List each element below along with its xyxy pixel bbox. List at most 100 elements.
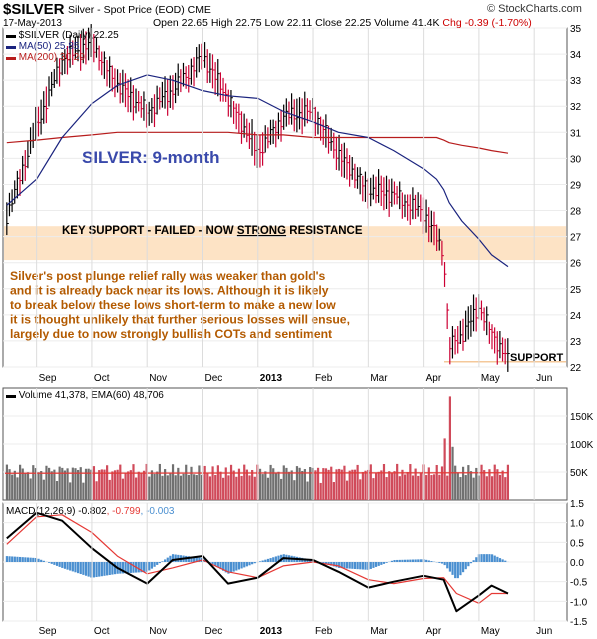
volume-bar	[504, 477, 507, 500]
volume-bar	[240, 475, 243, 500]
volume-bar	[356, 464, 359, 500]
volume-bar	[153, 473, 156, 500]
volume-bar	[411, 475, 415, 500]
volume-bar	[232, 470, 235, 500]
macd-histogram-bar	[430, 561, 433, 562]
volume-bar	[243, 464, 246, 500]
macd-histogram-bar	[385, 562, 388, 563]
price-tick-label: 28	[570, 207, 582, 218]
macd-histogram-bar	[48, 562, 51, 563]
volume-bar	[8, 469, 11, 500]
macd-histogram-bar	[261, 560, 264, 562]
silver-title-annotation: SILVER: 9-month	[82, 148, 220, 167]
volume-bar	[290, 470, 293, 500]
volume-bar	[150, 470, 154, 500]
volume-bar	[227, 475, 230, 500]
change-value: Chg -0.39 (-1.70%)	[442, 17, 532, 29]
macd-histogram-bar	[456, 562, 459, 579]
macd-histogram-bar	[414, 559, 417, 562]
volume-bar	[330, 466, 333, 500]
macd-histogram-bar	[90, 562, 93, 578]
macd-histogram-bar	[377, 562, 380, 566]
commentary-line: and it is already back near its lows. Al…	[10, 284, 329, 298]
instrument-name: Silver - Spot Price (EOD) CME	[68, 4, 211, 16]
volume-bar	[82, 482, 85, 500]
macd-histogram-bar	[29, 557, 32, 562]
macd-histogram-bar	[108, 562, 111, 575]
volume-bar	[258, 468, 262, 500]
volume-bar	[490, 476, 494, 500]
macd-histogram-bar	[343, 562, 346, 569]
month-tick-label: Jun	[536, 626, 552, 637]
volume-bar	[327, 469, 330, 500]
macd-histogram-bar	[77, 562, 80, 574]
volume-bar	[496, 469, 499, 500]
macd-histogram-bar	[61, 562, 64, 568]
price-tick-label: 34	[570, 50, 582, 61]
macd-histogram-bar	[438, 562, 441, 563]
macd-histogram-bar	[496, 556, 499, 562]
volume-bar	[345, 480, 349, 500]
macd-histogram-bar	[92, 562, 96, 578]
macd-histogram-bar	[58, 562, 61, 567]
macd-histogram-bar	[245, 562, 248, 567]
macd-histogram-bar	[66, 562, 69, 570]
macd-histogram-bar	[330, 562, 333, 566]
volume-bar	[475, 467, 478, 500]
volume-bar	[298, 467, 301, 500]
macd-histogram-bar	[174, 554, 177, 562]
volume-bar	[380, 470, 383, 500]
macd-histogram-bar	[53, 562, 56, 565]
volume-bar	[229, 464, 233, 500]
volume-bar	[448, 396, 452, 500]
volume-bar	[40, 471, 43, 500]
macd-histogram-bar	[211, 562, 214, 565]
volume-bar	[174, 475, 177, 500]
month-tick-label: Sep	[39, 373, 57, 384]
volume-bar	[451, 446, 454, 500]
macd-histogram-bar	[148, 562, 151, 571]
volume-bar	[74, 468, 77, 500]
macd-histogram-bar	[216, 562, 219, 568]
volume-bar	[137, 471, 140, 500]
macd-histogram-bar	[106, 562, 109, 576]
macd-tick-label: -1.5	[570, 617, 588, 628]
volume-bar	[71, 467, 74, 500]
volume-bar	[319, 482, 322, 500]
volume-bar	[211, 466, 214, 500]
volume-bar	[63, 470, 67, 500]
volume-bar	[235, 476, 238, 500]
volume-bar	[338, 468, 341, 500]
volume-bar	[11, 474, 14, 500]
macd-tick-label: 1.5	[570, 499, 584, 510]
macd-histogram-bar	[237, 562, 241, 570]
price-tick-label: 24	[570, 311, 582, 322]
macd-histogram-bar	[380, 562, 383, 565]
macd-histogram-bar	[87, 562, 90, 577]
macd-histogram-bar	[340, 562, 343, 569]
macd-histogram-bar	[464, 562, 467, 570]
volume-bar	[119, 464, 122, 500]
macd-histogram-bar	[483, 554, 486, 562]
macd-histogram-bar	[222, 562, 225, 571]
month-tick-label: Dec	[204, 373, 222, 384]
volume-bar	[182, 473, 185, 500]
volume-bar	[53, 469, 56, 500]
volume-bar	[77, 469, 80, 500]
macd-histogram-bar	[440, 562, 444, 564]
macd-histogram-bar	[390, 560, 393, 562]
macd-histogram-bar	[142, 562, 146, 573]
commentary-line: to break below these lows short-term to …	[10, 298, 336, 312]
macd-histogram-bar	[40, 559, 43, 562]
volume-bar	[335, 469, 338, 500]
volume-bar	[87, 468, 90, 500]
volume-bar	[19, 464, 22, 500]
volume-bar	[58, 466, 61, 500]
volume-bar	[166, 475, 169, 500]
volume-bar	[48, 467, 51, 500]
macd-histogram-bar	[127, 562, 130, 574]
support-label: SUPPORT	[510, 352, 563, 364]
volume-bar	[287, 471, 291, 500]
legend-symbol: ▬ $SILVER (Daily) 22.25	[6, 30, 119, 41]
